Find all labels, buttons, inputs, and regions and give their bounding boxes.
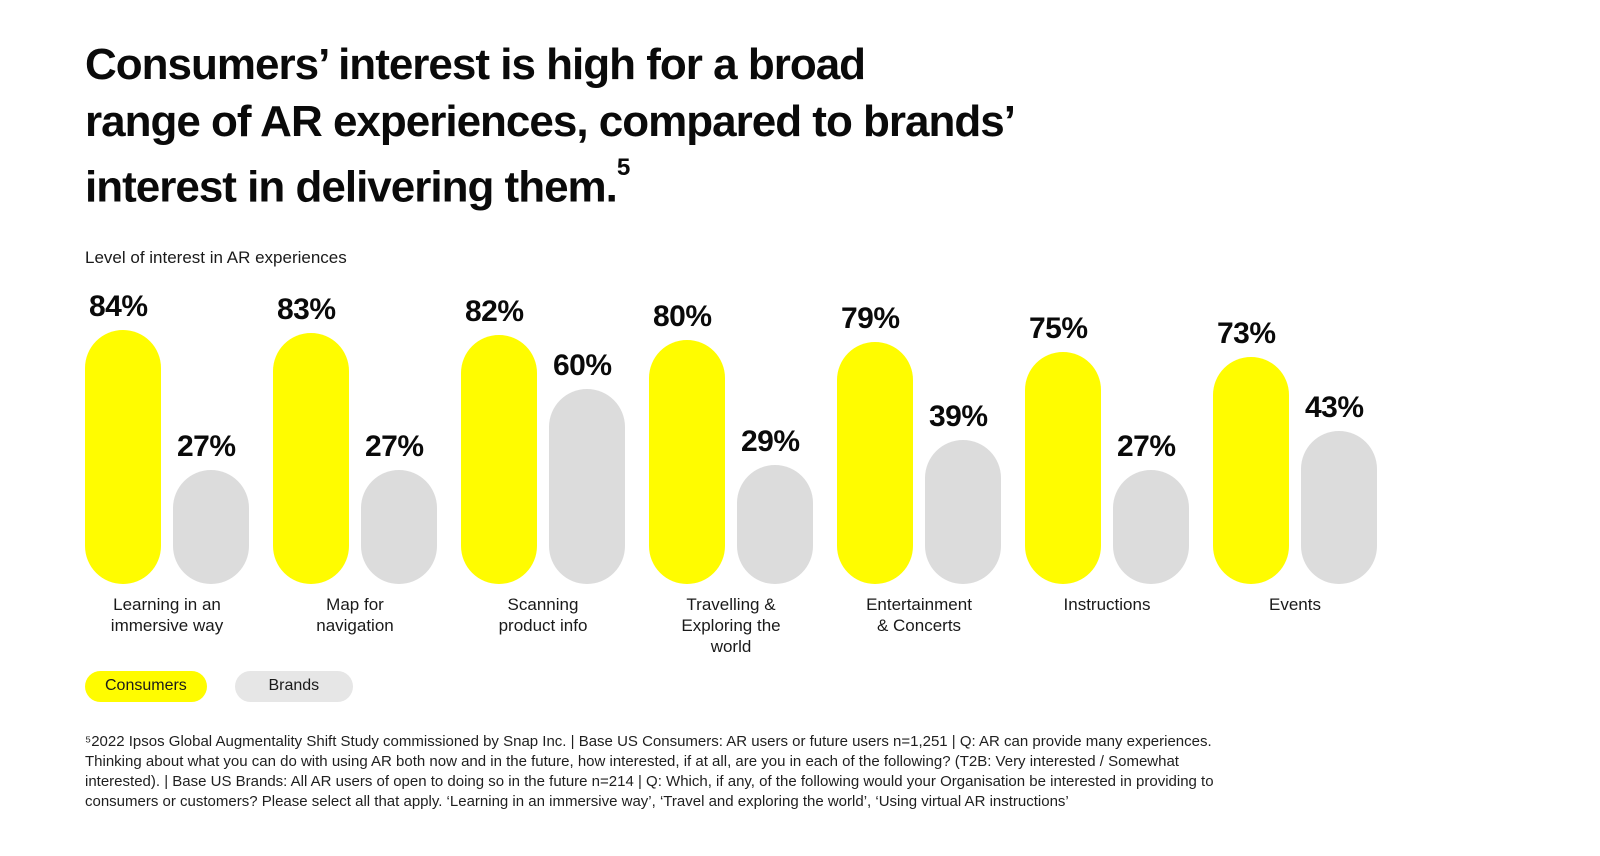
- consumers-bar-wrap: 73%: [1213, 317, 1289, 584]
- consumers-value-label: 75%: [1029, 311, 1088, 345]
- footnote-line-4: consumers or customers? Please select al…: [85, 792, 1069, 810]
- bar-pair: 83% 27%: [273, 284, 437, 584]
- category-label: Events: [1269, 594, 1321, 614]
- title-line-2: range of AR experiences, compared to bra…: [85, 97, 1016, 146]
- bar-group: 83% 27% Map for navigation: [273, 284, 437, 657]
- brands-bar-wrap: 29%: [737, 425, 813, 584]
- brands-bar: [549, 388, 625, 584]
- bar-group: 84% 27% Learning in an immersive way: [85, 284, 249, 657]
- brands-value-label: 27%: [1117, 429, 1176, 463]
- category-label: Scanning product info: [498, 594, 588, 635]
- bar-group: 75% 27% Instructions: [1025, 284, 1189, 657]
- consumers-bar: [1213, 356, 1289, 584]
- consumers-bar: [649, 339, 725, 584]
- footnote-line-1: ⁵2022 Ipsos Global Augmentality Shift St…: [85, 732, 1212, 750]
- consumers-bar: [273, 332, 349, 584]
- brands-bar-wrap: 27%: [361, 430, 437, 584]
- footnote: ⁵2022 Ipsos Global Augmentality Shift St…: [85, 732, 1600, 812]
- bar-pair: 84% 27%: [85, 284, 249, 584]
- bar-pair: 79% 39%: [837, 284, 1001, 584]
- brands-bar: [925, 439, 1001, 584]
- bar-group: 80% 29% Travelling & Exploring the world: [649, 284, 813, 657]
- consumers-value-label: 79%: [841, 301, 900, 335]
- consumers-value-label: 82%: [465, 294, 524, 328]
- brands-bar: [737, 464, 813, 584]
- title-footnote-ref: 5: [616, 154, 631, 182]
- consumers-bar-wrap: 83%: [273, 293, 349, 584]
- category-label: Learning in an immersive way: [110, 594, 224, 635]
- brands-bar: [173, 469, 249, 584]
- page-title: Consumers’ interest is high for a broad …: [85, 36, 1600, 216]
- consumers-bar: [837, 341, 913, 584]
- consumers-bar: [461, 334, 537, 584]
- category-label: Travelling & Exploring the world: [681, 594, 781, 656]
- bar-pair: 75% 27%: [1025, 284, 1189, 584]
- consumers-bar-wrap: 75%: [1025, 312, 1101, 584]
- legend-item-brands: Brands: [234, 670, 353, 702]
- consumers-value-label: 80%: [653, 299, 712, 333]
- bar-group: 82% 60% Scanning product info: [461, 284, 625, 657]
- consumers-bar: [1025, 351, 1101, 584]
- brands-value-label: 27%: [365, 429, 424, 463]
- bar-pair: 82% 60%: [461, 284, 625, 584]
- consumers-value-label: 83%: [277, 292, 336, 326]
- consumers-value-label: 73%: [1217, 316, 1276, 350]
- brands-bar: [361, 469, 437, 584]
- chart-subtitle: Level of interest in AR experiences: [85, 247, 347, 267]
- brands-value-label: 60%: [553, 348, 612, 382]
- consumers-bar-wrap: 82%: [461, 295, 537, 584]
- consumers-bar: [85, 329, 161, 584]
- category-label: Entertainment & Concerts: [866, 594, 972, 635]
- footnote-line-3: interested). | Base US Brands: All AR us…: [85, 772, 1214, 790]
- bar-chart: 84% 27% Learning in an immersive way 83% 27%…: [85, 284, 1600, 657]
- brands-value-label: 29%: [741, 424, 800, 458]
- brands-bar: [1301, 430, 1377, 584]
- consumers-bar-wrap: 79%: [837, 302, 913, 584]
- consumers-bar-wrap: 84%: [85, 290, 161, 584]
- brands-bar-wrap: 39%: [925, 400, 1001, 584]
- category-label: Map for navigation: [316, 594, 394, 635]
- category-label: Instructions: [1063, 594, 1151, 614]
- consumers-bar-wrap: 80%: [649, 300, 725, 584]
- title-line-3: interest in delivering them.5: [85, 154, 631, 212]
- brands-value-label: 39%: [929, 399, 988, 433]
- brands-value-label: 27%: [177, 429, 236, 463]
- chart-legend: Consumers Brands: [85, 670, 1600, 702]
- brands-bar-wrap: 43%: [1301, 391, 1377, 584]
- legend-item-consumers: Consumers: [85, 670, 207, 702]
- title-line-1: Consumers’ interest is high for a broad: [85, 40, 866, 89]
- brands-bar: [1113, 469, 1189, 584]
- bar-pair: 80% 29%: [649, 284, 813, 584]
- brands-value-label: 43%: [1305, 390, 1364, 424]
- bar-pair: 73% 43%: [1213, 284, 1377, 584]
- brands-bar-wrap: 60%: [549, 349, 625, 584]
- bar-group: 73% 43% Events: [1213, 284, 1377, 657]
- bar-group: 79% 39% Entertainment & Concerts: [837, 284, 1001, 657]
- consumers-value-label: 84%: [89, 289, 148, 323]
- brands-bar-wrap: 27%: [1113, 430, 1189, 584]
- footnote-line-2: Thinking about what you can do with usin…: [85, 752, 1179, 770]
- brands-bar-wrap: 27%: [173, 430, 249, 584]
